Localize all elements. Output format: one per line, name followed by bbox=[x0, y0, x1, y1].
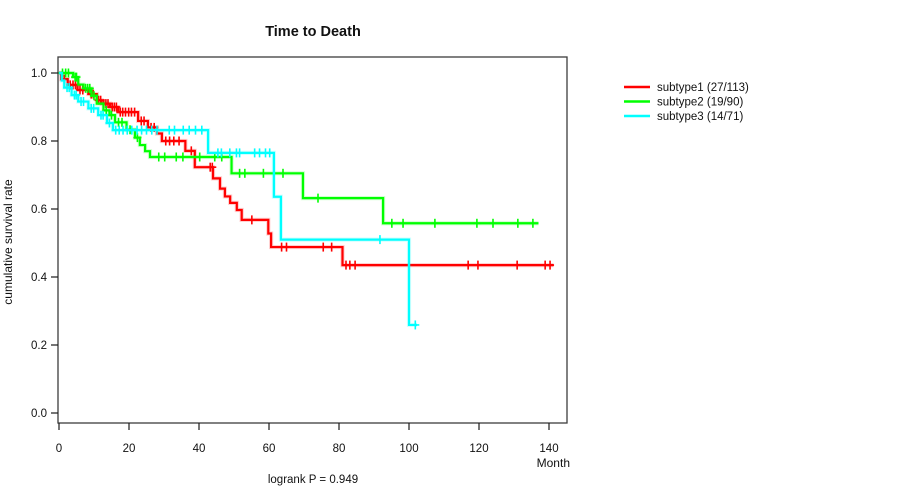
y-tick-label: 0.2 bbox=[31, 340, 47, 352]
x-tick-label: 0 bbox=[56, 443, 62, 455]
y-tick-label: 0.6 bbox=[31, 204, 47, 216]
y-tick-label: 0.8 bbox=[31, 136, 47, 148]
x-tick-label: 120 bbox=[469, 443, 488, 455]
legend-label-subtype3: subtype3 (14/71) bbox=[657, 111, 743, 123]
x-tick-label: 100 bbox=[399, 443, 418, 455]
x-tick-label: 140 bbox=[539, 443, 558, 455]
logrank-annotation: logrank P = 0.949 bbox=[268, 474, 358, 486]
curve-halo-subtype1 bbox=[59, 70, 554, 268]
legend-label-subtype2: subtype2 (19/90) bbox=[657, 97, 743, 109]
chart-title: Time to Death bbox=[265, 24, 361, 40]
x-tick-label: 40 bbox=[193, 443, 206, 455]
y-tick-label: 0.4 bbox=[31, 272, 48, 284]
survival-curve-subtype2 bbox=[59, 71, 539, 225]
x-tick-label: 80 bbox=[333, 443, 346, 455]
x-tick-label: 60 bbox=[263, 443, 276, 455]
curves bbox=[58, 68, 555, 330]
legend-label-subtype1: subtype1 (27/113) bbox=[657, 82, 749, 94]
curve-halo-subtype2 bbox=[59, 70, 539, 226]
y-tick-label: 1.0 bbox=[31, 68, 47, 80]
plot-box bbox=[57, 56, 568, 424]
y-axis-label: cumulative survival rate bbox=[1, 179, 15, 305]
survival-curve-subtype1 bbox=[59, 71, 554, 267]
x-tick-label: 20 bbox=[123, 443, 136, 455]
legend: subtype1 (27/113) subtype2 (19/90) subtype… bbox=[624, 82, 749, 123]
y-tick-label: 0.0 bbox=[31, 408, 47, 420]
x-axis-label: Month bbox=[537, 456, 570, 470]
axes: 0 20 40 60 80 100 120 140 0.0 0.2 0.4 0.6 0.8 1.0 bbox=[31, 68, 559, 455]
